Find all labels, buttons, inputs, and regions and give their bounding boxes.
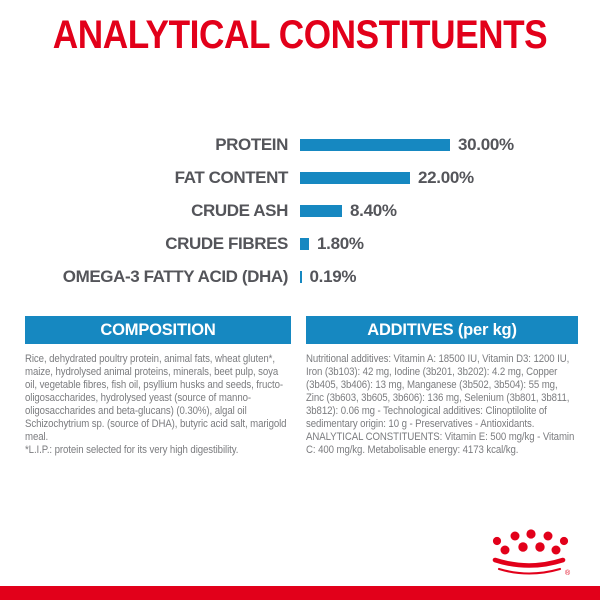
- chart-row: PROTEIN 30.00%: [0, 128, 600, 161]
- chart-row: OMEGA-3 FATTY ACID (DHA) 0.19%: [0, 260, 600, 293]
- constituent-value: 22.00%: [418, 167, 474, 187]
- composition-text: Rice, dehydrated poultry protein, animal…: [25, 353, 291, 457]
- chart-row: CRUDE FIBRES 1.80%: [0, 227, 600, 260]
- constituent-label: OMEGA-3 FATTY ACID (DHA): [62, 266, 289, 286]
- additives-section: ADDITIVES (per kg) Nutritional additives…: [306, 316, 578, 457]
- info-columns: COMPOSITION Rice, dehydrated poultry pro…: [25, 316, 578, 457]
- constituent-bar-area: 1.80%: [300, 234, 364, 254]
- constituent-value: 30.00%: [458, 134, 514, 154]
- constituent-bar: [300, 138, 450, 151]
- constituent-bar-area: 30.00%: [300, 135, 514, 155]
- royal-canin-crown-logo: ®: [492, 529, 571, 577]
- composition-paragraph: Rice, dehydrated poultry protein, animal…: [25, 353, 287, 443]
- registered-mark-icon: ®: [565, 569, 571, 577]
- constituent-bar: [300, 270, 302, 283]
- constituent-label: CRUDE ASH: [191, 200, 288, 220]
- crown-band-thin: [497, 567, 562, 575]
- crown-band-thick: [492, 557, 566, 568]
- crown-dot: [518, 542, 528, 552]
- constituent-label: FAT CONTENT: [174, 167, 289, 187]
- additives-paragraph: ANALYTICAL CONSTITUENTS: Vitamin E: 500 …: [306, 431, 575, 456]
- constituent-value: 0.19%: [309, 266, 357, 286]
- constituent-bar-area: 0.19%: [300, 266, 357, 287]
- crown-dot: [559, 536, 569, 546]
- composition-section: COMPOSITION Rice, dehydrated poultry pro…: [25, 316, 291, 457]
- constituent-bar-area: 8.40%: [300, 201, 397, 221]
- constituent-bar: [300, 204, 342, 217]
- crown-dot: [510, 531, 520, 541]
- footer-red-strip: [0, 586, 600, 600]
- additives-text: Nutritional additives: Vitamin A: 18500 …: [306, 353, 578, 457]
- crown-dot: [535, 542, 545, 552]
- constituent-bar: [300, 171, 410, 184]
- additives-header: ADDITIVES (per kg): [306, 316, 578, 344]
- composition-paragraph: *L.I.P.: protein selected for its very h…: [25, 444, 239, 456]
- constituent-label: CRUDE FIBRES: [165, 233, 288, 253]
- crown-dot: [526, 529, 536, 539]
- constituent-bar-area: 22.00%: [300, 168, 474, 188]
- chart-row: FAT CONTENT 22.00%: [0, 161, 600, 194]
- constituent-bar: [300, 237, 309, 250]
- crown-dot: [551, 545, 561, 555]
- chart-row: CRUDE ASH 8.40%: [0, 194, 600, 227]
- page-title: ANALYTICAL CONSTITUENTS: [52, 13, 548, 57]
- composition-header: COMPOSITION: [25, 316, 291, 344]
- crown-dot: [492, 536, 502, 546]
- additives-paragraph: Nutritional additives: Vitamin A: 18500 …: [306, 353, 570, 430]
- constituent-value: 8.40%: [350, 200, 397, 220]
- analytical-constituents-chart: PROTEIN 30.00% FAT CONTENT 22.00% CRUDE …: [0, 128, 600, 293]
- constituent-value: 1.80%: [317, 233, 364, 253]
- constituent-label: PROTEIN: [215, 134, 288, 154]
- crown-dot: [500, 545, 510, 555]
- crown-dot: [543, 531, 553, 541]
